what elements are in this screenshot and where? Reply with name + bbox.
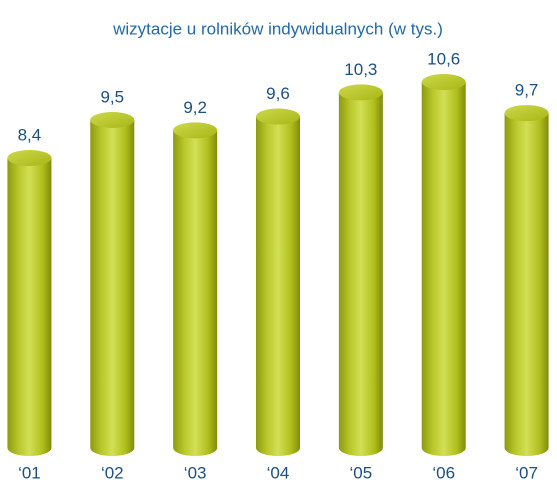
bar-top	[7, 149, 52, 166]
bar	[504, 113, 549, 456]
bar	[338, 92, 383, 456]
value-label: 10,6	[427, 49, 460, 68]
bar	[256, 116, 300, 456]
x-tick-label: ‘06	[432, 463, 455, 482]
value-label: 10,3	[344, 60, 377, 79]
x-tick-label: ‘07	[515, 463, 538, 482]
x-tick-label: ‘01	[18, 463, 41, 482]
bar-top	[90, 111, 135, 128]
x-tick-label: ‘03	[184, 463, 207, 482]
chart-title: wizytacje u rolników indywidualnych (w t…	[112, 19, 443, 38]
x-tick-label: ‘04	[267, 463, 290, 482]
value-label: 9,7	[515, 81, 539, 100]
bar	[173, 130, 218, 456]
bar-top	[256, 108, 300, 125]
bar	[90, 119, 135, 456]
bar	[7, 157, 52, 456]
bar-top	[173, 122, 218, 139]
x-tick-label: ‘05	[350, 463, 373, 482]
value-label: 8,4	[18, 125, 42, 144]
bar-top	[338, 84, 383, 101]
value-label: 9,2	[183, 98, 207, 117]
bar	[421, 82, 466, 456]
x-tick-label: ‘02	[101, 463, 124, 482]
bar-top	[504, 105, 549, 122]
bar-top	[421, 74, 466, 90]
value-label: 9,5	[100, 87, 124, 106]
value-label: 9,6	[266, 84, 290, 103]
